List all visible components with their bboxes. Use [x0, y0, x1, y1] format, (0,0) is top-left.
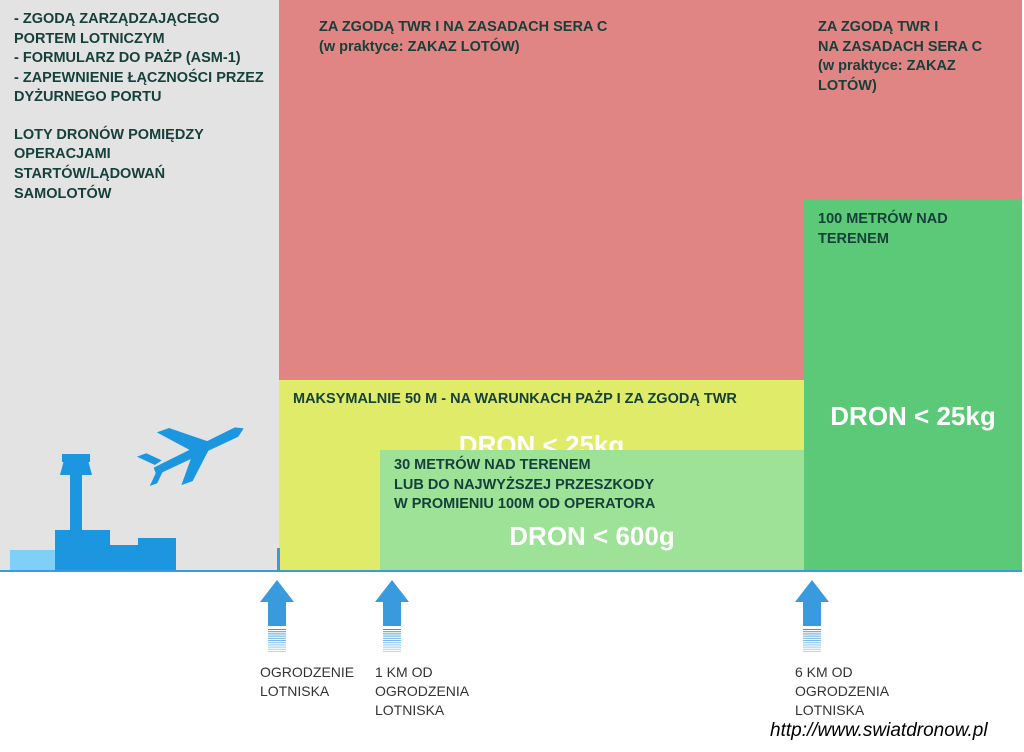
- arrow-6km-label-3: LOTNISKA: [795, 701, 889, 720]
- zone-airport-text-4: LOTY DRONÓW POMIĘDZY OPERACJAMI STARTÓW/…: [14, 126, 265, 204]
- arrow-1km-label: 1 KM OD OGRODZENIA LOTNISKA: [375, 663, 469, 720]
- zone-red-main: ZA ZGODĄ TWR I NA ZASADACH SERA C (w pra…: [279, 0, 804, 380]
- zone-green-light-line-1: 30 METRÓW NAD TERENEM: [394, 456, 790, 476]
- zone-red-main-line-2: (w praktyce: ZAKAZ LOTÓW): [319, 38, 790, 58]
- zone-airport-text-2: - FORMULARZ DO PAŻP (ASM-1): [14, 49, 265, 69]
- arrow-1km-label-1: 1 KM OD: [375, 663, 469, 682]
- arrow-icon: [795, 580, 829, 655]
- arrow-1km: 1 KM OD OGRODZENIA LOTNISKA: [375, 580, 469, 720]
- fence-marker: [277, 548, 280, 570]
- arrow-fence: OGRODZENIE LOTNISKA: [260, 580, 354, 701]
- arrow-6km: 6 KM OD OGRODZENIA LOTNISKA: [795, 580, 889, 720]
- zone-red-main-line-1: ZA ZGODĄ TWR I NA ZASADACH SERA C: [319, 18, 790, 38]
- arrow-fence-label-1: OGRODZENIE: [260, 663, 354, 682]
- arrow-1km-label-2: OGRODZENIA: [375, 682, 469, 701]
- zone-green-light-line-2: LUB DO NAJWYŻSZEJ PRZESZKODY: [394, 476, 790, 496]
- arrow-icon: [375, 580, 409, 655]
- arrow-6km-label-2: OGRODZENIA: [795, 682, 889, 701]
- zone-red-right-line-2: NA ZASADACH SERA C: [818, 38, 1008, 58]
- zone-green-dark-header: 100 METRÓW NAD TERENEM: [818, 210, 1008, 249]
- drone-zone-diagram: - ZGODĄ ZARZĄDZAJĄCEGO PORTEM LOTNICZYM …: [0, 0, 1024, 752]
- zone-green-dark: 100 METRÓW NAD TERENEM DRON < 25kg: [804, 200, 1022, 570]
- arrow-6km-label-1: 6 KM OD: [795, 663, 889, 682]
- zone-red-right-line-3: (w praktyce: ZAKAZ LOTÓW): [818, 57, 1008, 96]
- zone-red-right: ZA ZGODĄ TWR I NA ZASADACH SERA C (w pra…: [804, 0, 1022, 200]
- zone-yellow-header: MAKSYMALNIE 50 M - NA WARUNKACH PAŻP I Z…: [293, 390, 790, 410]
- airport-icon: [10, 420, 270, 570]
- zone-green-light: 30 METRÓW NAD TERENEM LUB DO NAJWYŻSZEJ …: [380, 450, 804, 570]
- zone-green-light-big-label: DRON < 600g: [394, 519, 790, 554]
- spacer: [14, 108, 265, 126]
- arrow-fence-label-2: LOTNISKA: [260, 682, 354, 701]
- zone-airport-text-1: - ZGODĄ ZARZĄDZAJĄCEGO PORTEM LOTNICZYM: [14, 10, 265, 49]
- arrow-fence-label: OGRODZENIE LOTNISKA: [260, 663, 354, 701]
- zone-green-light-line-3: W PROMIENIU 100M OD OPERATORA: [394, 495, 790, 515]
- zone-airport-text-3: - ZAPEWNIENIE ŁĄCZNOŚCI PRZEZ DYŻURNEGO …: [14, 69, 265, 108]
- footer-url: http://www.swiatdronow.pl: [770, 720, 988, 742]
- zone-green-dark-big-label: DRON < 25kg: [818, 399, 1008, 434]
- arrow-6km-label: 6 KM OD OGRODZENIA LOTNISKA: [795, 663, 889, 720]
- baseline-axis: [0, 570, 1022, 572]
- arrow-1km-label-3: LOTNISKA: [375, 701, 469, 720]
- zone-red-right-line-1: ZA ZGODĄ TWR I: [818, 18, 1008, 38]
- arrow-icon: [260, 580, 294, 655]
